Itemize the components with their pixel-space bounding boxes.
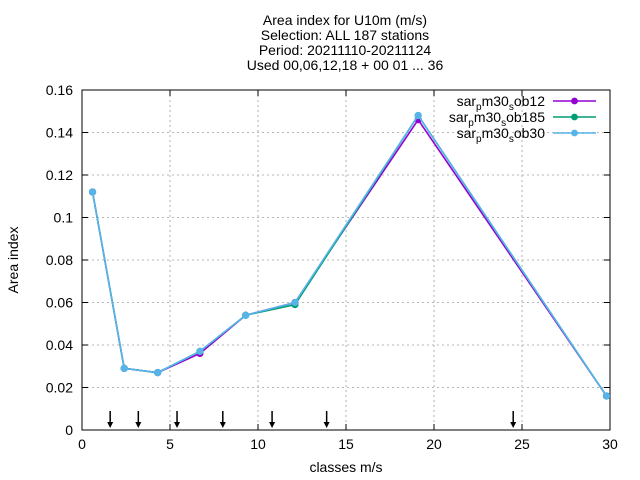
legend-item: sarpm30sob185: [449, 109, 596, 129]
y-tick-label: 0.1: [54, 210, 74, 226]
chart-title: Area index for U10m (m/s)Selection: ALL …: [247, 12, 444, 73]
class-arrow: [135, 411, 142, 428]
legend-label: sarpm30sob30: [457, 125, 546, 145]
data-point: [414, 111, 422, 120]
x-axis-label: classes m/s: [309, 459, 382, 475]
title-line: Area index for U10m (m/s): [263, 12, 427, 28]
class-arrow: [107, 411, 114, 428]
series-sarpm30sob185: [88, 111, 611, 400]
class-arrows: [107, 411, 517, 428]
legend-label: sarpm30sob12: [457, 93, 546, 113]
class-arrow: [269, 411, 276, 428]
title-line: Used 00,06,12,18 + 00 01 ... 36: [247, 57, 444, 73]
y-tick-label: 0.02: [46, 380, 73, 396]
class-arrow: [174, 411, 181, 428]
data-point: [602, 392, 611, 400]
legend-marker: [571, 129, 578, 137]
y-tick-label: 0.06: [46, 295, 73, 311]
legend-marker: [571, 97, 578, 105]
x-tick-label: 15: [338, 436, 354, 452]
series-line: [91, 114, 608, 397]
legend-marker: [571, 113, 578, 121]
data-point: [291, 298, 299, 307]
y-tick-label: 0.04: [46, 337, 73, 353]
data-point: [196, 347, 204, 355]
series-sarpm30sob12: [88, 116, 611, 400]
data-point: [154, 369, 162, 377]
series-lines: [88, 111, 611, 400]
data-point: [242, 311, 250, 319]
series-sarpm30sob30: [88, 111, 611, 400]
title-line: Selection: ALL 187 stations: [261, 27, 429, 43]
x-tick-label: 30: [602, 436, 618, 452]
y-tick-label: 0.14: [46, 125, 73, 141]
x-tick-label: 10: [250, 436, 266, 452]
legend-label: sarpm30sob185: [449, 109, 545, 129]
grid: [82, 90, 610, 430]
y-tick-label: 0: [65, 422, 73, 438]
x-tick-label: 5: [166, 436, 174, 452]
x-tick-label: 20: [426, 436, 442, 452]
x-tick-label: 0: [78, 436, 86, 452]
legend-item: sarpm30sob12: [457, 93, 596, 113]
y-tick-label: 0.12: [46, 167, 73, 183]
y-tick-label: 0.16: [46, 82, 73, 98]
legend-item: sarpm30sob30: [457, 125, 596, 145]
x-tick-label: 25: [514, 436, 530, 452]
class-arrow: [510, 411, 517, 428]
class-arrow: [323, 411, 330, 428]
data-point: [88, 188, 97, 196]
title-line: Period: 20211110-20211124: [259, 42, 432, 58]
axis-ticks: 0 5 10 15 20 25 30 0 0.02 0.04 0.06 0.08 0.1 0.12 0.14…: [46, 82, 618, 452]
y-axis-label: Area index: [5, 227, 21, 294]
data-point: [120, 364, 128, 372]
y-tick-label: 0.08: [46, 252, 73, 268]
class-arrow: [219, 411, 226, 428]
